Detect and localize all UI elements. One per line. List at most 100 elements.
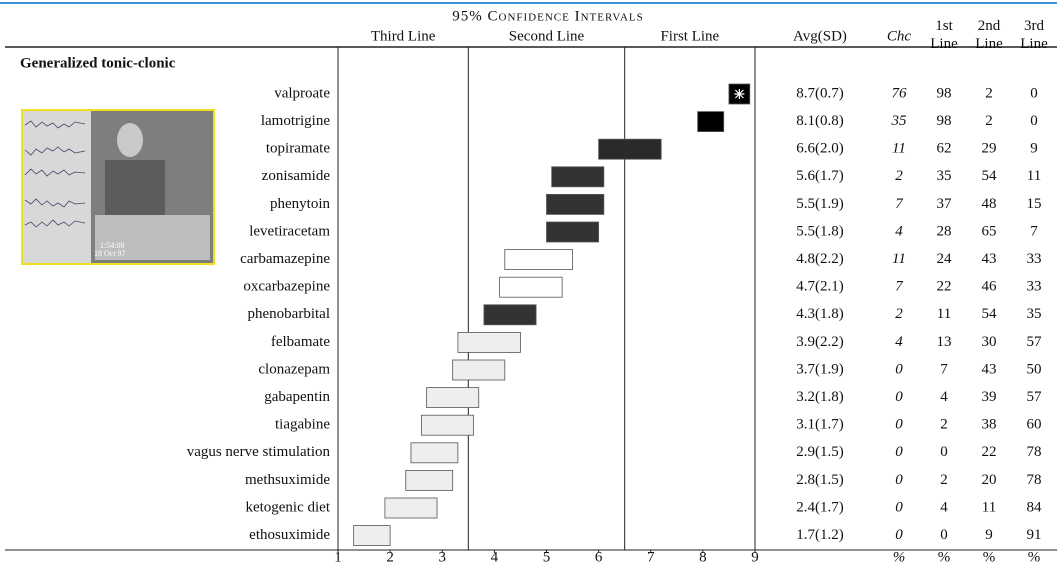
interval-bar (499, 276, 563, 298)
table-cell: 33 (1027, 251, 1042, 267)
table-cell: 4.8(2.2) (796, 251, 844, 267)
row-label: methsuximide (245, 472, 330, 488)
table-cell: 22 (982, 444, 997, 460)
table-cell: 2.4(1.7) (796, 499, 844, 515)
table-cell: 11 (892, 141, 906, 157)
table-cell: 13 (937, 334, 952, 350)
row-label: tiagabine (275, 417, 330, 433)
table-cell: 4.7(2.1) (796, 279, 844, 295)
table-cell: 6.6(2.0) (796, 141, 844, 157)
table-cell: 0 (895, 417, 903, 433)
row-label: felbamate (271, 334, 330, 350)
table-cell: 5.5(1.9) (796, 196, 844, 212)
table-cell: 8.7(0.7) (796, 85, 844, 101)
column-header: Avg(SD) (793, 28, 847, 44)
table-cell: 37 (937, 196, 953, 212)
table-cell: 3.7(1.9) (796, 361, 844, 377)
table-cell: 46 (982, 279, 998, 295)
band-label: First Line (660, 28, 719, 44)
table-cell: 4 (940, 389, 948, 405)
table-cell: 57 (1027, 334, 1043, 350)
interval-bar (457, 331, 521, 353)
table-cell: 24 (937, 251, 953, 267)
table-cell: 50 (1027, 361, 1042, 377)
eeg-panel (23, 111, 91, 263)
table-cell: 35 (891, 113, 908, 129)
table-cell: 5.6(1.7) (796, 168, 844, 184)
timestamp: 1:54:08 (100, 241, 124, 250)
x-tick-label: 3 (439, 549, 447, 564)
table-cell: 43 (982, 251, 997, 267)
x-tick-label: 5 (543, 549, 551, 564)
table-cell: 15 (1027, 196, 1042, 212)
table-cell: 33 (1027, 279, 1042, 295)
row-label: gabapentin (264, 389, 330, 405)
interval-bar (410, 442, 459, 464)
column-header: 3rd Line (1020, 18, 1048, 52)
table-cell: 2 (940, 472, 948, 488)
table-cell: 48 (982, 196, 997, 212)
table-cell: 28 (937, 223, 952, 239)
row-label: zonisamide (262, 168, 331, 184)
table-cell: 30 (982, 334, 997, 350)
band-label: Third Line (371, 28, 436, 44)
table-cell: 1.7(1.2) (796, 527, 844, 543)
table-cell: 2 (985, 85, 993, 101)
table-cell: 35 (937, 168, 952, 184)
table-cell: 0 (940, 527, 948, 543)
x-tick-label: 2 (386, 549, 394, 564)
table-cell: 7 (895, 279, 904, 295)
table-cell: 0 (1030, 85, 1038, 101)
interval-bar (452, 359, 506, 381)
footer-unit: % (1028, 549, 1041, 564)
table-cell: 65 (982, 223, 997, 239)
table-cell: 5.5(1.8) (796, 223, 844, 239)
interval-bar (384, 497, 438, 519)
table-cell: 11 (982, 499, 996, 515)
table-cell: 4 (940, 499, 948, 515)
interval-bar (551, 166, 605, 188)
interval-bar (420, 414, 474, 436)
table-cell: 0 (1030, 113, 1038, 129)
row-label: clonazepam (258, 361, 330, 377)
row-label: vagus nerve stimulation (187, 444, 331, 460)
table-cell: 78 (1027, 472, 1042, 488)
x-tick-label: 8 (699, 549, 707, 564)
table-cell: 29 (982, 141, 997, 157)
table-cell: 76 (892, 85, 908, 101)
table-cell: 8.1(0.8) (796, 113, 844, 129)
table-cell: 11 (1027, 168, 1041, 184)
row-label: oxcarbazepine (243, 279, 330, 295)
table-cell: 2.8(1.5) (796, 472, 844, 488)
table-cell: 98 (937, 85, 952, 101)
figure (117, 123, 143, 157)
table-cell: 78 (1027, 444, 1042, 460)
table-cell: 3.1(1.7) (796, 417, 844, 433)
interval-bar (598, 138, 662, 160)
column-header: 1st Line (930, 18, 958, 52)
table-cell: 9 (985, 527, 993, 543)
timestamp: 18 Oct 97 (94, 249, 126, 258)
eeg-traces (24, 120, 86, 228)
row-label: topiramate (266, 141, 330, 157)
table-cell: 2 (985, 113, 993, 129)
table-cell: 20 (982, 472, 997, 488)
sheet (95, 215, 210, 260)
table-cell: 57 (1027, 389, 1043, 405)
interval-bar (546, 193, 605, 215)
interval-bar (697, 111, 725, 132)
table-cell: 4.3(1.8) (796, 306, 844, 322)
footer-unit: % (938, 549, 951, 564)
table-cell: 98 (937, 113, 952, 129)
table-cell: 39 (982, 389, 997, 405)
table-cell: 9 (1030, 141, 1038, 157)
interval-bar (426, 387, 480, 409)
table-cell: 43 (982, 361, 997, 377)
table-cell: 0 (895, 499, 903, 515)
table-cell: 54 (982, 306, 998, 322)
row-label: phenobarbital (248, 306, 330, 322)
column-header: Chc (887, 28, 912, 44)
table-cell: 38 (982, 417, 997, 433)
table-cell: 0 (895, 444, 903, 460)
table-cell: 2.9(1.5) (796, 444, 844, 460)
